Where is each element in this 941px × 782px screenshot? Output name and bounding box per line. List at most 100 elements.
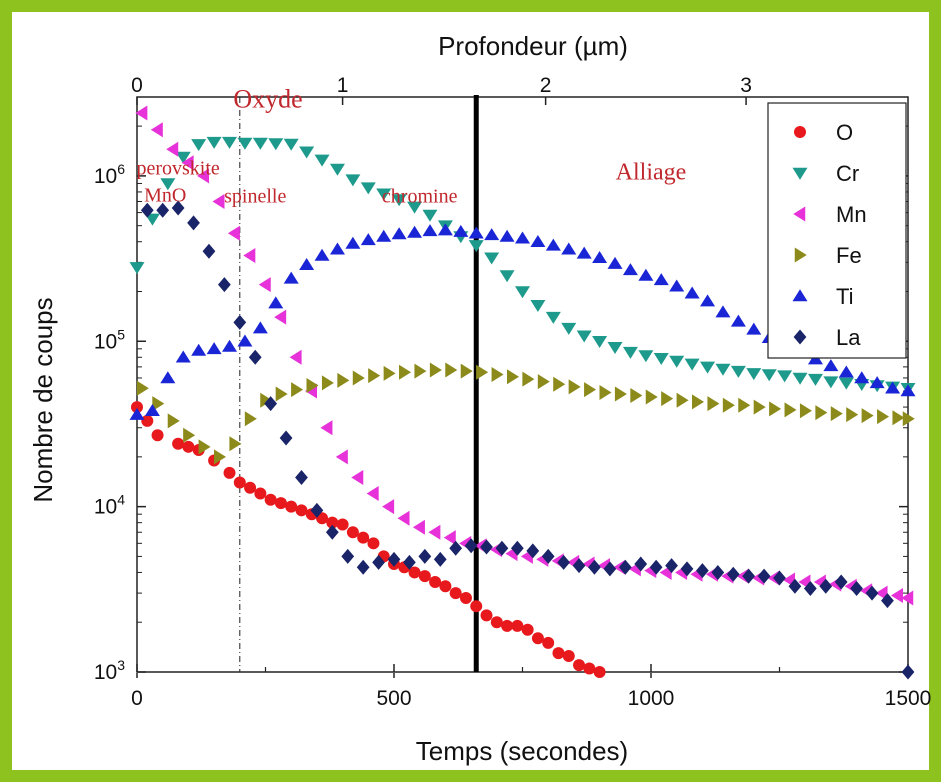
point-fe: [399, 364, 412, 380]
point-la: [618, 559, 632, 575]
point-fe: [321, 375, 334, 391]
point-cr: [761, 369, 777, 382]
point-la: [495, 540, 509, 556]
point-ti: [453, 224, 469, 237]
point-la: [572, 558, 586, 574]
point-fe: [877, 409, 890, 425]
point-o: [316, 512, 329, 525]
point-fe: [414, 363, 427, 379]
legend-marker-fe: [794, 247, 807, 263]
point-la: [788, 578, 802, 594]
point-cr: [515, 286, 530, 299]
point-o: [470, 600, 483, 613]
point-fe: [291, 382, 304, 398]
point-cr: [530, 300, 546, 313]
point-ti: [299, 258, 315, 271]
top-tick-label: 3: [740, 74, 752, 97]
point-cr: [545, 311, 561, 324]
point-fe: [692, 394, 705, 410]
point-fe: [584, 382, 597, 398]
point-la: [310, 502, 324, 518]
point-fe: [522, 371, 535, 387]
point-la: [233, 314, 247, 330]
top-tick-label: 0: [131, 74, 143, 97]
point-la: [372, 554, 385, 570]
point-la: [248, 349, 262, 365]
point-fe: [599, 384, 612, 400]
point-la: [726, 566, 740, 582]
point-la: [156, 202, 170, 218]
point-o: [439, 580, 452, 593]
point-o: [295, 504, 308, 517]
point-la: [757, 568, 771, 584]
point-fe: [799, 403, 812, 419]
point-fe: [630, 387, 643, 403]
point-fe: [229, 436, 242, 452]
annotation-chromine: chromine: [382, 186, 458, 208]
point-mn: [335, 449, 348, 465]
point-cr: [144, 213, 160, 226]
point-cr: [268, 138, 284, 151]
point-cr: [576, 330, 592, 343]
point-fe: [136, 380, 149, 396]
x-tick-label: 0: [131, 687, 143, 710]
point-cr: [283, 138, 299, 151]
top-tick-label: 1: [337, 74, 349, 97]
point-ti: [437, 223, 453, 236]
point-ti: [684, 286, 700, 299]
point-mn: [901, 590, 914, 606]
point-o: [274, 497, 287, 510]
x-tick-label: 1500: [885, 687, 932, 710]
point-ti: [252, 321, 268, 334]
point-cr: [669, 355, 685, 368]
point-fe: [738, 397, 751, 413]
point-fe: [306, 378, 319, 394]
point-fe: [661, 391, 674, 407]
point-ti: [669, 279, 685, 292]
point-mn: [397, 510, 410, 526]
point-fe: [769, 401, 782, 417]
point-ti: [592, 250, 608, 263]
point-o: [151, 429, 164, 442]
legend-label-o: O: [836, 120, 853, 145]
point-o: [346, 526, 359, 539]
point-ti: [206, 342, 222, 355]
series-fe: [136, 362, 915, 465]
point-cr: [638, 350, 654, 363]
point-fe: [368, 368, 381, 384]
annotation-oxyde: Oxyde: [233, 84, 302, 113]
legend-label-mn: Mn: [836, 202, 867, 227]
point-mn: [212, 194, 225, 210]
point-mn: [258, 277, 271, 293]
plot-area: 0 500 1000 1500 0 1 2 3 103 104 105 106: [94, 74, 932, 710]
point-ti: [823, 359, 839, 372]
point-o: [459, 592, 472, 605]
point-cr: [807, 373, 823, 386]
point-ti: [715, 305, 731, 318]
point-la: [680, 561, 694, 577]
point-ti: [268, 296, 284, 309]
legend-marker-cr: [792, 167, 808, 180]
point-cr: [407, 201, 423, 214]
y-tick-label: 106: [94, 161, 125, 188]
annotation-mno: MnO: [144, 185, 186, 207]
point-fe: [152, 396, 165, 412]
point-fe: [491, 366, 504, 382]
point-la: [387, 551, 401, 567]
point-o: [562, 649, 575, 662]
point-la: [711, 564, 725, 580]
point-cr: [700, 361, 716, 374]
point-la: [881, 593, 894, 609]
point-o: [501, 619, 514, 632]
point-ti: [607, 256, 623, 269]
point-o: [182, 440, 195, 453]
point-ti: [160, 371, 176, 384]
point-mn: [181, 155, 194, 171]
legend-marker-la: [793, 329, 807, 345]
point-mn: [428, 524, 441, 540]
point-ti: [700, 294, 716, 307]
point-o: [326, 516, 339, 529]
point-ti: [191, 343, 207, 356]
point-mn: [382, 499, 395, 515]
point-o: [141, 414, 154, 427]
